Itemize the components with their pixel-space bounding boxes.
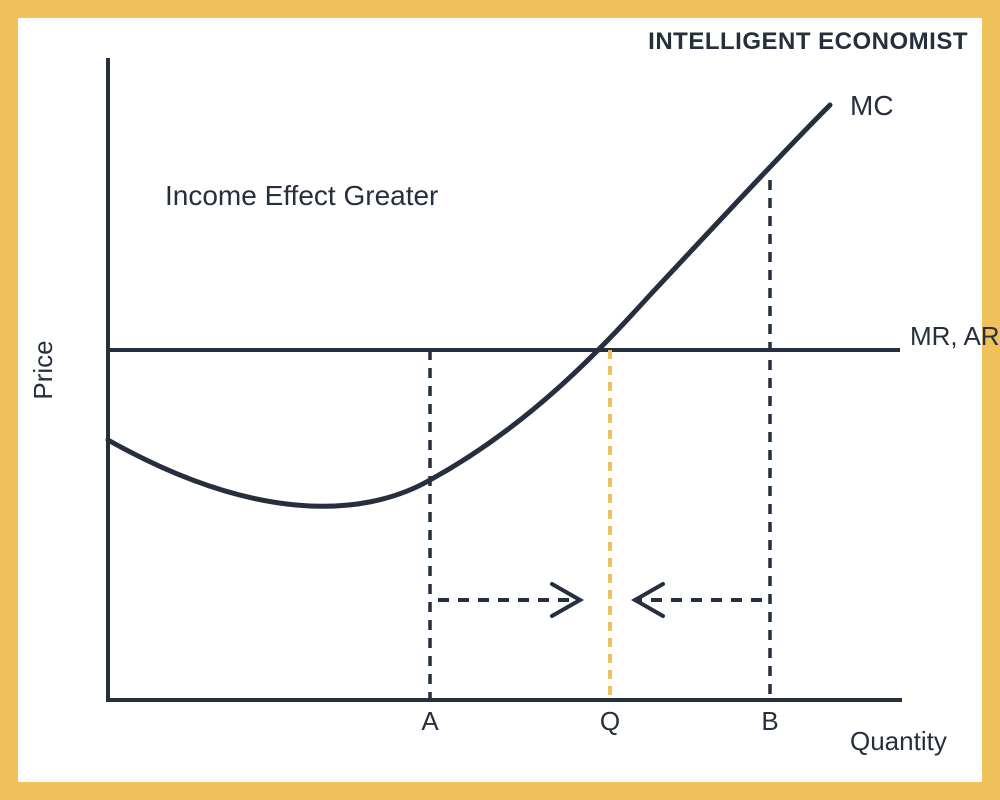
annotation-label: Income Effect Greater	[165, 180, 438, 211]
tick-label-a: A	[421, 706, 439, 736]
mc-curve	[108, 105, 830, 506]
arrow-right	[438, 584, 580, 616]
tick-label-q: Q	[600, 706, 620, 736]
mc-label: MC	[850, 90, 894, 121]
tick-label-b: B	[761, 706, 778, 736]
diagram-frame: { "canvas": { "width": 1000, "height": 8…	[0, 0, 1000, 800]
y-axis-label: Price	[28, 340, 58, 399]
x-axis-label: Quantity	[850, 726, 947, 756]
econ-chart: MC MR, AR Income Effect Greater Quantity…	[0, 0, 1000, 800]
mr-ar-label: MR, AR	[910, 321, 1000, 351]
arrow-left	[635, 584, 762, 616]
